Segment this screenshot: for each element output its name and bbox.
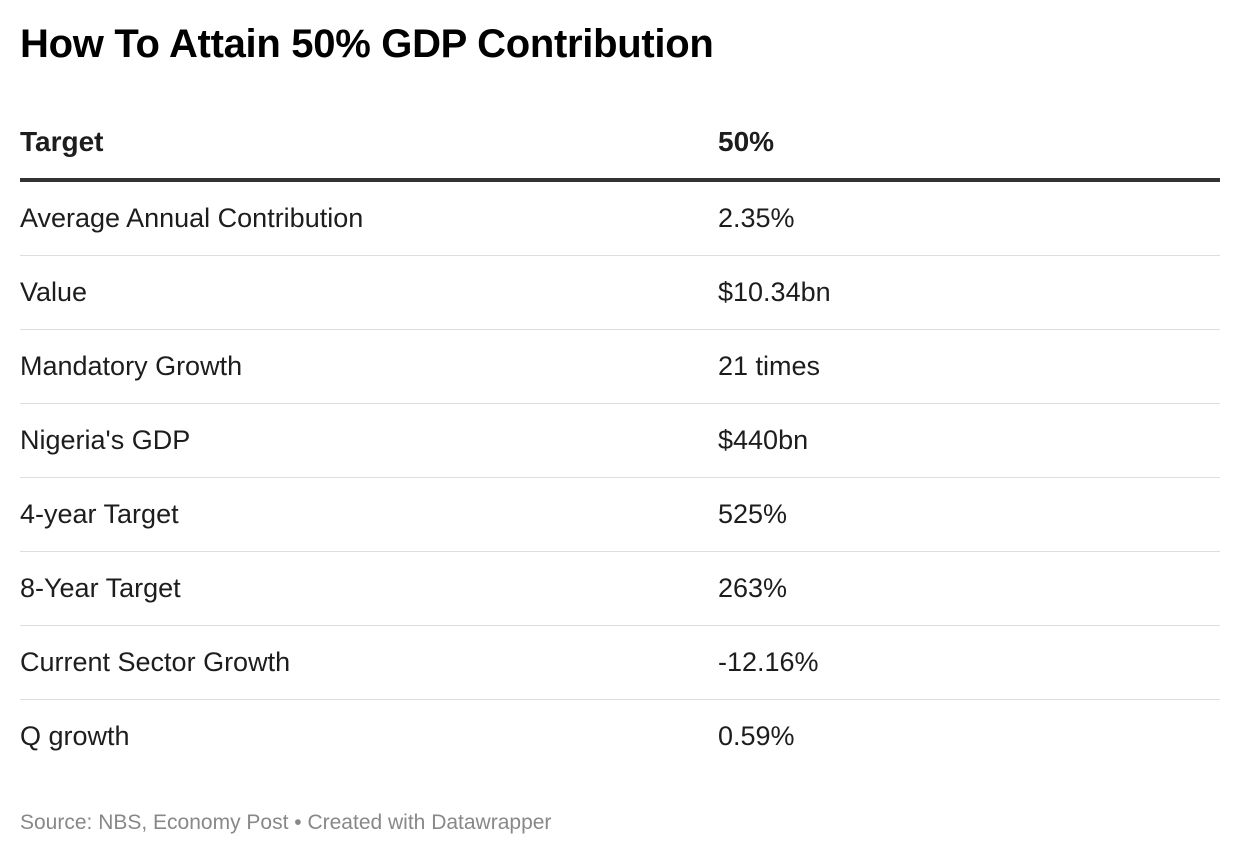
table-row: Nigeria's GDP $440bn xyxy=(20,404,1220,478)
row-value: 263% xyxy=(718,573,788,603)
row-value: 0.59% xyxy=(718,721,795,751)
table-row: Current Sector Growth -12.16% xyxy=(20,626,1220,700)
row-label: Mandatory Growth xyxy=(20,351,243,381)
row-value: 2.35% xyxy=(718,203,795,233)
table-header: Target 50% xyxy=(20,108,1220,182)
table-row: Mandatory Growth 21 times xyxy=(20,330,1220,404)
row-label: 8-Year Target xyxy=(20,573,181,603)
chart-title: How To Attain 50% GDP Contribution xyxy=(20,22,714,66)
table-row: Average Annual Contribution 2.35% xyxy=(20,182,1220,256)
table-row: Q growth 0.59% xyxy=(20,700,1220,773)
row-label: Value xyxy=(20,277,88,307)
row-value: -12.16% xyxy=(718,647,819,677)
row-label: Nigeria's GDP xyxy=(20,425,191,455)
row-label: Current Sector Growth xyxy=(20,647,291,677)
header-target: Target xyxy=(20,126,104,157)
table-row: 8-Year Target 263% xyxy=(20,552,1220,626)
row-value: $10.34bn xyxy=(718,277,831,307)
source-footer: Source: NBS, Economy Post • Created with… xyxy=(20,811,552,834)
row-label: 4-year Target xyxy=(20,499,179,529)
table-row: 4-year Target 525% xyxy=(20,478,1220,552)
data-table: Target 50% Average Annual Contribution 2… xyxy=(20,108,1220,773)
row-value: $440bn xyxy=(718,425,809,455)
table-row: Value $10.34bn xyxy=(20,256,1220,330)
row-value: 525% xyxy=(718,499,788,529)
row-label: Q growth xyxy=(20,721,130,751)
header-value: 50% xyxy=(718,126,775,157)
row-value: 21 times xyxy=(718,351,821,381)
row-label: Average Annual Contribution xyxy=(20,203,364,233)
